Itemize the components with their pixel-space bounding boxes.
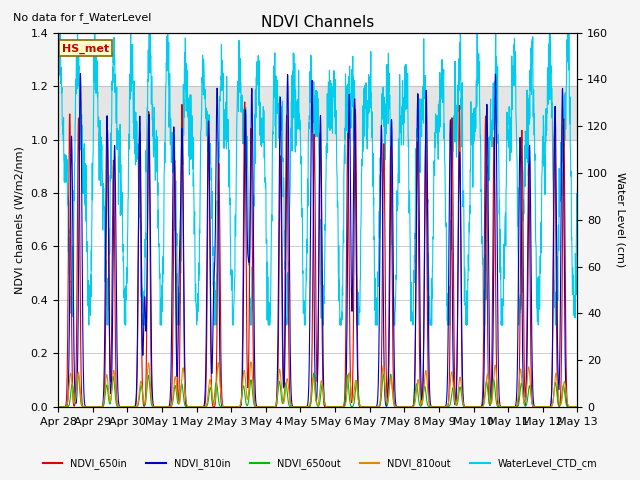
Title: NDVI Channels: NDVI Channels [261, 15, 374, 30]
Y-axis label: NDVI channels (W/m2/nm): NDVI channels (W/m2/nm) [15, 146, 25, 294]
Legend: NDVI_650in, NDVI_810in, NDVI_650out, NDVI_810out, WaterLevel_CTD_cm: NDVI_650in, NDVI_810in, NDVI_650out, NDV… [39, 454, 601, 473]
Text: No data for f_WaterLevel: No data for f_WaterLevel [13, 12, 151, 23]
Bar [58, 86, 577, 140]
Y-axis label: Water Level (cm): Water Level (cm) [615, 172, 625, 267]
Text: HS_met: HS_met [62, 43, 109, 53]
